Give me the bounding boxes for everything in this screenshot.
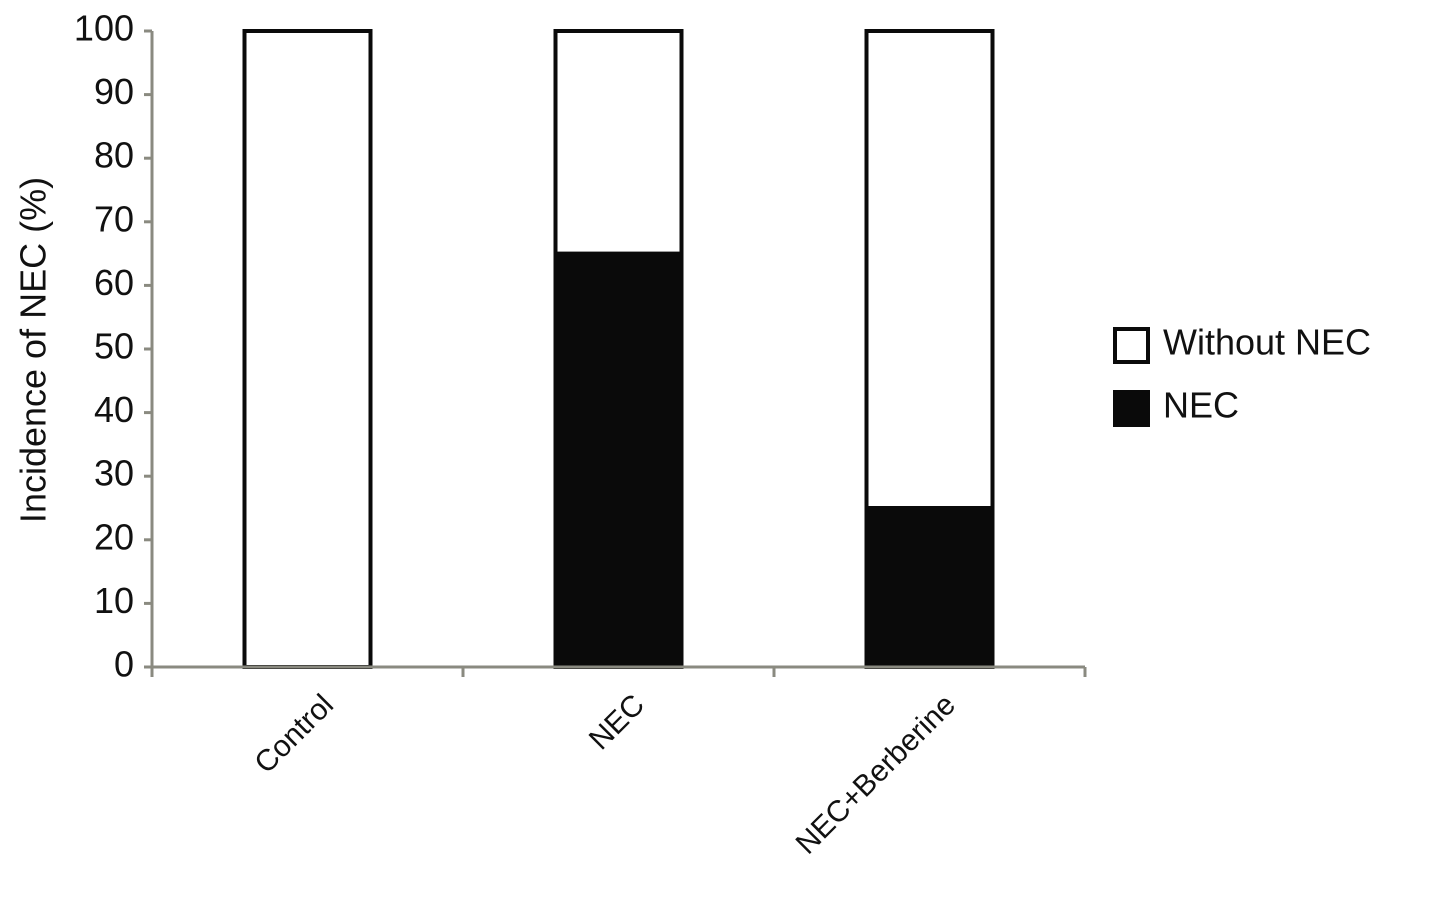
y-tick-label: 80 — [94, 135, 134, 176]
y-tick-label: 100 — [74, 8, 134, 49]
legend-label: Without NEC — [1163, 322, 1371, 363]
bar-segment — [553, 251, 684, 669]
bar-segment — [864, 29, 995, 510]
y-tick-label: 30 — [94, 453, 134, 494]
y-axis-label: Incidence of NEC (%) — [13, 177, 54, 523]
legend-swatch — [1113, 327, 1150, 364]
legend-label: NEC — [1163, 385, 1239, 426]
y-tick-label: 70 — [94, 198, 134, 239]
bar-segment — [242, 29, 373, 669]
y-tick-label: 0 — [114, 644, 134, 685]
y-tick-label: 90 — [94, 71, 134, 112]
bar-segment — [553, 29, 684, 256]
legend-swatch — [1113, 390, 1150, 427]
y-tick-label: 20 — [94, 516, 134, 557]
y-tick-label: 10 — [94, 580, 134, 621]
x-tick-label: NEC+Berberine — [790, 688, 962, 860]
y-tick-label: 60 — [94, 262, 134, 303]
y-tick-label: 50 — [94, 326, 134, 367]
x-tick-label: NEC — [583, 688, 651, 756]
x-tick-label: Control — [248, 688, 340, 780]
bar-segment — [864, 506, 995, 669]
y-tick-label: 40 — [94, 389, 134, 430]
